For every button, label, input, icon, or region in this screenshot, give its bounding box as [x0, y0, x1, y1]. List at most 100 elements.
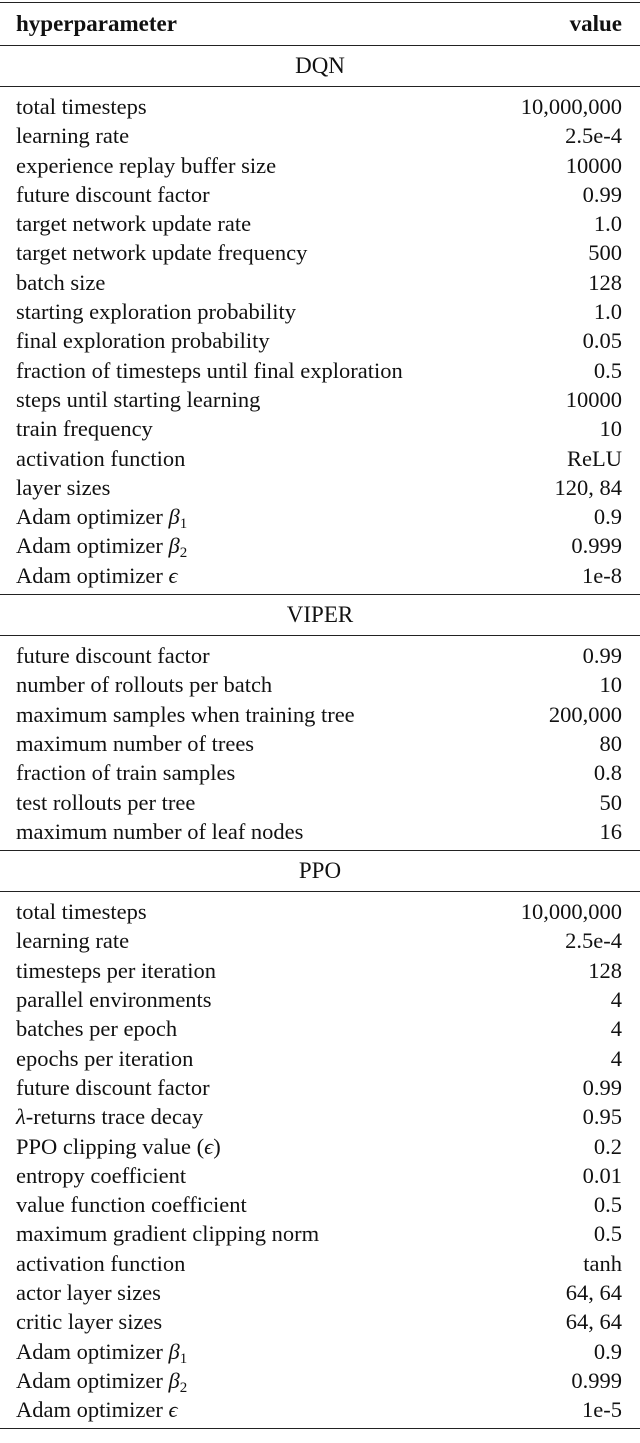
param-symbol: λ	[16, 1104, 26, 1130]
param-label: batch size	[16, 269, 106, 295]
table-row: test rollouts per tree 50	[0, 788, 640, 817]
table-row: learning rate 2.5e-4	[0, 121, 640, 150]
section-rule	[0, 635, 640, 637]
param-symbol: β	[168, 1367, 180, 1393]
param-name: parallel environments	[16, 985, 212, 1014]
param-label: Adam optimizer	[16, 533, 169, 559]
param-name: Adam optimizer β2	[16, 531, 187, 561]
param-label: starting exploration probability	[16, 299, 296, 325]
param-label: test rollouts per tree	[16, 789, 196, 815]
param-subscript: 1	[179, 1350, 188, 1367]
param-symbol: ϵ	[168, 1397, 178, 1423]
section-rule	[0, 891, 640, 893]
param-name: layer sizes	[16, 473, 110, 502]
param-name: target network update rate	[16, 209, 251, 238]
param-name: target network update frequency	[16, 238, 307, 267]
param-name: actor layer sizes	[16, 1278, 161, 1307]
param-name: entropy coefficient	[16, 1161, 186, 1190]
param-name: Adam optimizer β1	[16, 1337, 188, 1367]
table-row: epochs per iteration 4	[0, 1044, 640, 1073]
section-title: VIPER	[286, 602, 354, 628]
param-value: 80	[599, 730, 623, 756]
param-label: critic layer sizes	[16, 1309, 163, 1335]
param-value: 0.2	[593, 1133, 622, 1159]
param-symbol: β	[168, 504, 180, 530]
param-value: 10000	[565, 152, 622, 178]
param-name: batches per epoch	[16, 1014, 177, 1043]
param-label: future discount factor	[16, 643, 210, 669]
param-label: total timesteps	[16, 94, 147, 119]
param-name: Adam optimizer ϵ	[16, 561, 178, 590]
param-value: 10,000,000	[520, 94, 622, 119]
param-value: 0.99	[582, 643, 622, 669]
table-row: maximum samples when training tree 200,00…	[0, 700, 640, 729]
table-row: fraction of timesteps until final explor…	[0, 356, 640, 385]
param-label: steps until starting learning	[16, 386, 261, 412]
param-name: critic layer sizes	[16, 1307, 162, 1336]
param-label: total timesteps	[16, 899, 147, 925]
table-row: future discount factor 0.99	[0, 641, 640, 670]
param-label: train frequency	[16, 416, 153, 442]
param-suffix: )	[213, 1133, 221, 1159]
param-value: 0.5	[593, 1221, 622, 1247]
param-label: activation function	[16, 1250, 186, 1276]
table-row: Adam optimizer β1 0.9	[0, 502, 640, 533]
section-title: DQN	[295, 53, 345, 78]
table-row: train frequency 10	[0, 414, 640, 443]
table-row: PPO clipping value (ϵ) 0.2	[0, 1132, 640, 1161]
param-value: 10	[599, 416, 623, 442]
param-name: maximum gradient clipping norm	[16, 1219, 319, 1248]
table-row: maximum gradient clipping norm 0.5	[0, 1219, 640, 1248]
param-subscript: 1	[179, 516, 188, 533]
param-value: 4	[610, 1016, 622, 1042]
param-name: learning rate	[16, 926, 129, 955]
param-name: train frequency	[16, 414, 153, 443]
param-name: fraction of timesteps until final explor…	[16, 356, 403, 385]
param-label: value function coefficient	[16, 1192, 247, 1218]
header-param: hyperparameter	[16, 11, 177, 36]
section-rule	[0, 594, 640, 596]
section-rows: total timesteps 10,000,000 learning rate 2.…	[0, 87, 640, 594]
param-label: activation function	[16, 445, 186, 471]
table-row: steps until starting learning 10000	[0, 385, 640, 414]
table-row: starting exploration probability 1.0	[0, 297, 640, 326]
table-row: activation function tanh	[0, 1249, 640, 1278]
param-label: actor layer sizes	[16, 1279, 161, 1305]
param-label: future discount factor	[16, 1074, 210, 1100]
bottom-rule	[0, 1428, 640, 1430]
table-row: layer sizes 120, 84	[0, 473, 640, 502]
param-value: 128	[588, 957, 622, 983]
param-value: 0.99	[582, 181, 622, 207]
param-value: 2.5e-4	[565, 123, 622, 149]
param-value: 1e-5	[582, 1397, 622, 1423]
param-symbol: ϵ	[168, 562, 178, 588]
table-row: learning rate 2.5e-4	[0, 926, 640, 955]
param-name: Adam optimizer β2	[16, 1366, 187, 1396]
param-value: 10,000,000	[520, 899, 622, 925]
param-label: Adam optimizer	[16, 1338, 169, 1364]
param-value: 0.05	[582, 328, 622, 354]
table-row: number of rollouts per batch 10	[0, 670, 640, 699]
param-label: Adam optimizer	[16, 1367, 169, 1393]
param-label: Adam optimizer	[16, 1397, 169, 1423]
param-value: 1e-8	[582, 562, 622, 588]
param-label: maximum gradient clipping norm	[16, 1221, 320, 1247]
param-value: 0.8	[593, 760, 622, 786]
param-value: 50	[599, 789, 623, 815]
param-name: Adam optimizer ϵ	[16, 1395, 178, 1424]
param-value: 1.0	[593, 299, 622, 325]
table-row: timesteps per iteration 128	[0, 956, 640, 985]
table-body: DQN total timesteps 10,000,000 learning rat…	[0, 45, 640, 1430]
table-row: Adam optimizer ϵ 1e-8	[0, 561, 640, 590]
table-row: parallel environments 4	[0, 985, 640, 1014]
param-label: final exploration probability	[16, 328, 270, 354]
param-name: maximum number of leaf nodes	[16, 817, 303, 846]
param-value: 10000	[565, 386, 622, 412]
param-name: maximum number of trees	[16, 729, 254, 758]
section-rows: total timesteps 10,000,000 learning rate 2.…	[0, 892, 640, 1428]
param-value: 10	[599, 672, 623, 698]
param-name: value function coefficient	[16, 1190, 247, 1219]
param-value: 0.999	[571, 1367, 622, 1393]
param-label: maximum number of leaf nodes	[16, 818, 304, 844]
table-row: target network update frequency 500	[0, 238, 640, 267]
